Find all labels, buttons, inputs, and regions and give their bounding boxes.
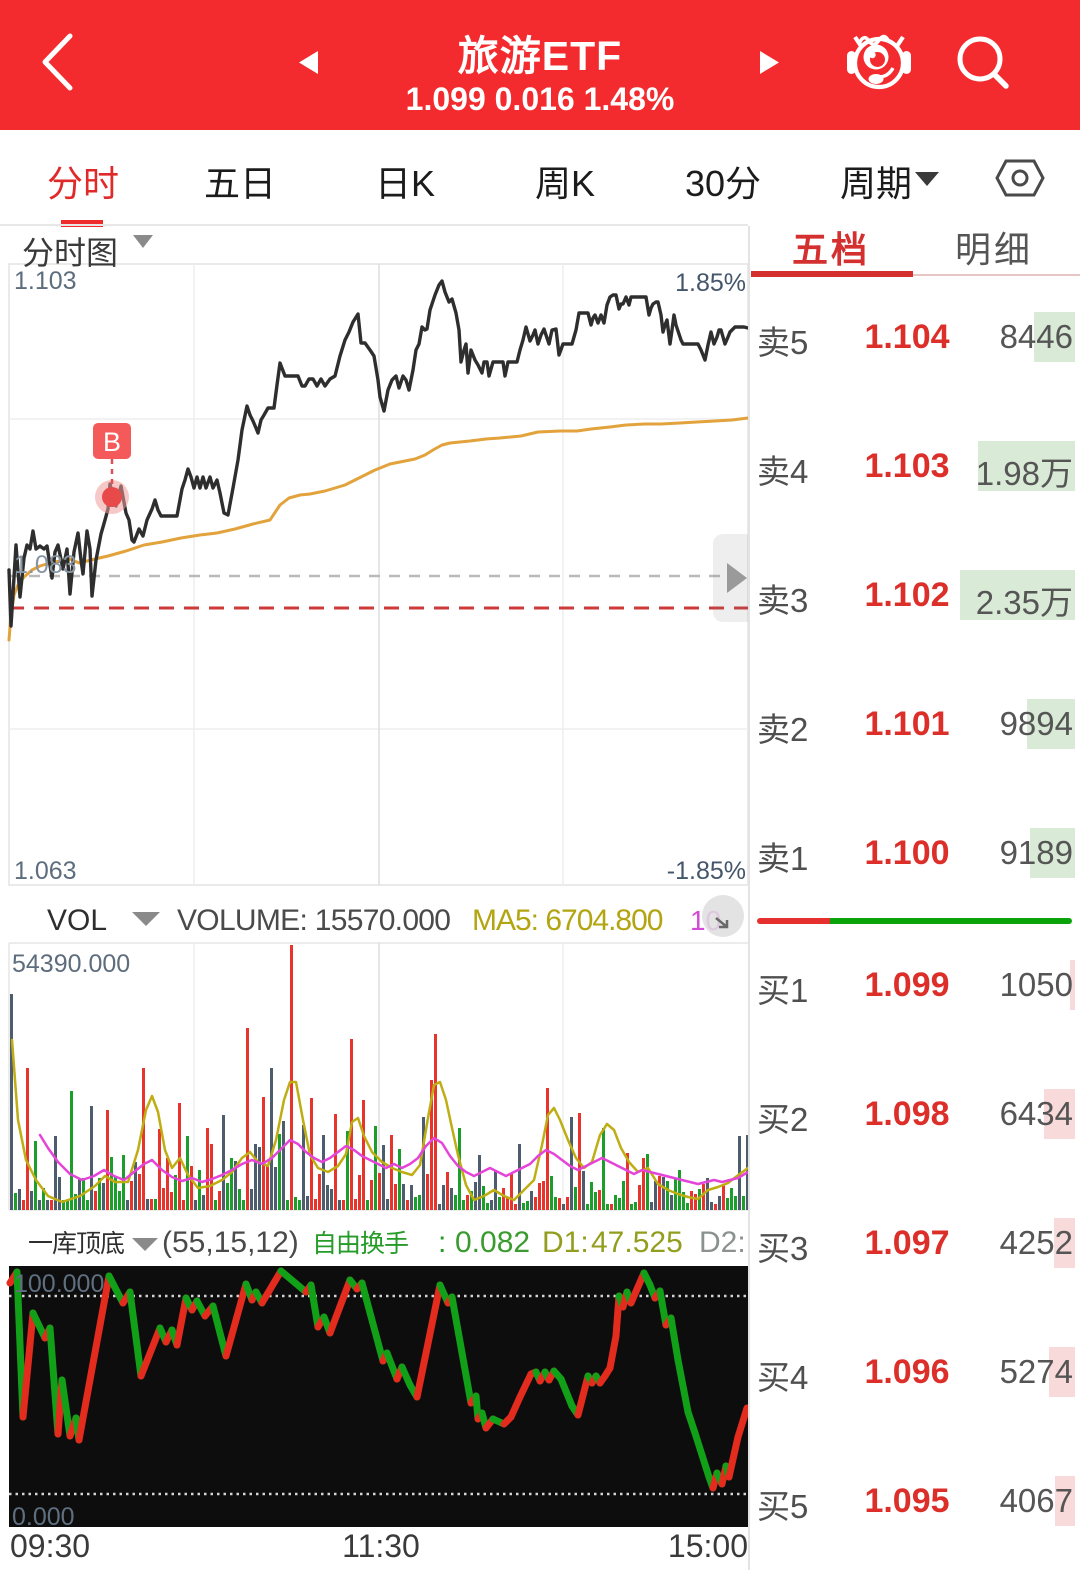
svg-text:一库顶底: 一库顶底 bbox=[28, 1230, 124, 1258]
svg-text:0.082: 0.082 bbox=[455, 1226, 530, 1259]
svg-text:1.063: 1.063 bbox=[14, 857, 77, 885]
svg-text:15:00: 15:00 bbox=[668, 1528, 748, 1564]
svg-text:0.000: 0.000 bbox=[12, 1503, 75, 1531]
svg-text:D2:: D2: bbox=[699, 1226, 746, 1259]
svg-text:(55,15,12): (55,15,12) bbox=[162, 1226, 299, 1259]
svg-text:09:30: 09:30 bbox=[10, 1528, 90, 1564]
svg-text:D1:: D1: bbox=[542, 1226, 589, 1259]
svg-text:1.103: 1.103 bbox=[14, 267, 77, 295]
svg-text:自由换手: 自由换手 bbox=[312, 1230, 408, 1258]
svg-text:MA5: 6704.800: MA5: 6704.800 bbox=[472, 904, 663, 937]
svg-text:B: B bbox=[103, 427, 121, 457]
svg-text:1.083: 1.083 bbox=[14, 551, 77, 579]
svg-text:1.85%: 1.85% bbox=[675, 269, 746, 297]
svg-text:VOL: VOL bbox=[47, 904, 107, 937]
svg-text:47.525: 47.525 bbox=[591, 1226, 683, 1259]
svg-text:-1.85%: -1.85% bbox=[667, 857, 746, 885]
svg-text:100.000: 100.000 bbox=[14, 1270, 104, 1298]
svg-text:54390.000: 54390.000 bbox=[12, 950, 130, 978]
svg-text::: : bbox=[438, 1226, 446, 1259]
svg-text:VOLUME: 15570.000: VOLUME: 15570.000 bbox=[177, 904, 450, 937]
svg-text:11:30: 11:30 bbox=[342, 1528, 420, 1564]
